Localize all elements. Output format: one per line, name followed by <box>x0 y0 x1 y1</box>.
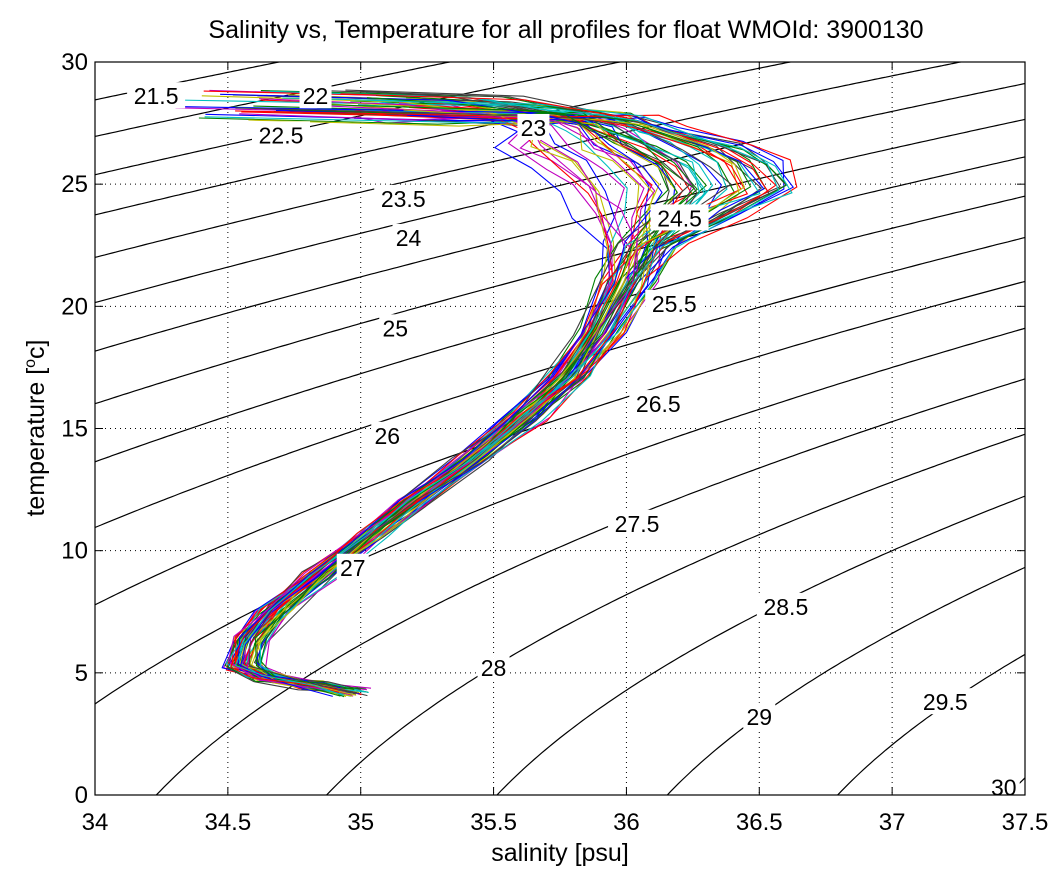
profile-line <box>234 110 798 691</box>
contour-label: 29 <box>746 704 772 730</box>
x-axis-label: salinity [psu] <box>491 839 629 867</box>
float-profiles <box>175 89 798 698</box>
profile-line <box>234 94 736 693</box>
contour-label: 26.5 <box>636 391 681 417</box>
x-tick-label: 36 <box>613 809 640 836</box>
density-contour-28 <box>325 433 1025 795</box>
profile-line <box>248 109 745 696</box>
density-contour-23.5 <box>95 62 964 259</box>
grid-lines <box>95 62 1025 795</box>
contour-label: 22 <box>303 83 329 109</box>
profile-line <box>237 89 788 695</box>
contour-label: 23 <box>521 115 547 141</box>
contour-label-bg <box>629 390 688 417</box>
profile-line <box>235 107 698 694</box>
contour-label-bg <box>371 421 404 448</box>
x-tick-label: 34.5 <box>204 809 251 836</box>
density-contour-25 <box>95 156 1025 405</box>
profile-line <box>248 119 678 694</box>
contour-label: 30 <box>991 775 1017 801</box>
contour-label: 21.5 <box>134 83 179 109</box>
y-tick-label: 0 <box>75 782 88 809</box>
contour-label: 22.5 <box>259 122 304 148</box>
contour-label-bg <box>743 702 776 729</box>
density-contour-29 <box>666 566 1025 795</box>
contour-label-bg <box>299 82 332 109</box>
contour-label-bg <box>650 204 709 231</box>
profile-line <box>224 103 788 697</box>
contour-label: 28 <box>481 655 507 681</box>
contour-label: 27 <box>340 555 366 581</box>
y-axis-label-degree: o <box>22 359 39 368</box>
density-contour-28.5 <box>496 495 1025 795</box>
density-contours <box>95 62 1025 795</box>
density-contour-22 <box>95 62 453 138</box>
contour-label: 29.5 <box>923 689 968 715</box>
density-contour-27 <box>95 327 1025 705</box>
y-tick-label: 15 <box>61 416 88 443</box>
profile-line <box>265 109 632 689</box>
density-contour-26.5 <box>95 280 1025 606</box>
profile-line <box>257 110 695 693</box>
contour-label-bg <box>379 314 412 341</box>
x-tick-label: 36.5 <box>736 809 783 836</box>
profile-line <box>204 116 707 694</box>
y-tick-label: 30 <box>61 49 88 76</box>
contour-label: 24 <box>396 225 422 251</box>
profile-line <box>260 109 698 690</box>
y-tick-label: 25 <box>61 171 88 198</box>
x-axis-ticks: 34 34.5 35 35.5 36 36.5 37 37.5 <box>82 62 1049 836</box>
contour-label: 28.5 <box>763 594 808 620</box>
contour-label: 23.5 <box>381 186 426 212</box>
contour-label: 27.5 <box>615 511 660 537</box>
profile-line <box>220 93 663 697</box>
contour-label-bg <box>392 223 425 250</box>
density-contour-25.5 <box>95 195 1025 463</box>
profile-line <box>253 90 770 691</box>
density-contour-labels: 21.5 22 22.5 23 23.5 24 24.5 25 25.5 26 26.5 27 27.5… <box>127 82 1020 801</box>
contour-label-bg <box>916 688 975 715</box>
y-tick-label: 20 <box>61 293 88 320</box>
profile-line <box>254 97 679 690</box>
contour-label: 26 <box>374 423 400 449</box>
profile-line <box>234 99 793 696</box>
profile-line <box>230 93 769 693</box>
contour-label-bg <box>252 121 310 148</box>
y-axis-ticks: 0 5 10 15 20 25 30 <box>61 49 1025 809</box>
contour-label-bg <box>645 289 704 316</box>
x-tick-label: 35.5 <box>470 809 517 836</box>
contour-label-bg <box>517 113 550 140</box>
contour-label-bg <box>756 592 815 619</box>
contour-label-bg <box>336 553 369 580</box>
profile-line <box>231 99 628 689</box>
x-tick-label: 34 <box>82 809 109 836</box>
y-tick-label: 5 <box>75 660 88 687</box>
y-axis-label-unit: c] <box>22 339 50 358</box>
contour-label-bg <box>608 509 667 536</box>
density-contour-24 <box>95 82 1025 304</box>
x-tick-label: 37.5 <box>1002 809 1049 836</box>
contour-label: 24.5 <box>657 205 702 231</box>
contour-label: 25.5 <box>652 291 697 317</box>
chart-title: Salinity vs, Temperature for all profile… <box>208 16 923 44</box>
density-contour-21.5 <box>95 62 282 101</box>
density-contour-24.5 <box>95 118 1025 352</box>
contour-label-bg <box>127 82 186 109</box>
y-axis-label-main: temperature [ <box>22 368 50 517</box>
contour-label-bg <box>374 184 433 211</box>
x-tick-label: 37 <box>879 809 906 836</box>
contour-label-bg <box>477 653 510 680</box>
y-tick-label: 10 <box>61 538 88 565</box>
x-tick-label: 35 <box>347 809 374 836</box>
profile-line <box>225 97 780 693</box>
y-axis-label: temperature [oc] <box>22 339 50 516</box>
density-contour-27.5 <box>155 378 1025 795</box>
contour-label: 25 <box>382 315 408 341</box>
